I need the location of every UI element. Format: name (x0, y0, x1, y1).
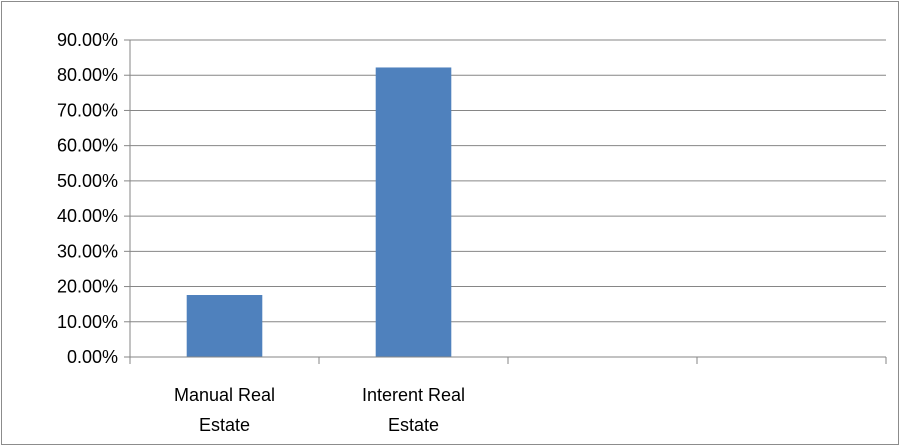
y-tick-label: 60.00% (57, 136, 118, 156)
y-tick-label: 0.00% (67, 347, 118, 367)
x-tick-label: Estate (388, 415, 439, 435)
x-tick-label: Manual Real (174, 385, 275, 405)
y-tick-label: 70.00% (57, 100, 118, 120)
bars (186, 67, 452, 358)
tick-labels: 0.00% 10.00% 20.00% 30.00% 40.00% 50.00% 60.00… (57, 30, 465, 435)
y-tick-label: 20.00% (57, 277, 118, 297)
x-tick-label: Estate (199, 415, 250, 435)
y-tick-label: 80.00% (57, 65, 118, 85)
gridlines (130, 39, 886, 323)
axes (124, 39, 887, 364)
y-tick-label: 90.00% (57, 30, 118, 50)
y-tick-label: 30.00% (57, 241, 118, 261)
bar (186, 295, 263, 357)
y-tick-label: 10.00% (57, 312, 118, 332)
bar (375, 67, 452, 358)
y-tick-label: 40.00% (57, 206, 118, 226)
y-tick-label: 50.00% (57, 171, 118, 191)
x-tick-label: Interent Real (362, 385, 465, 405)
